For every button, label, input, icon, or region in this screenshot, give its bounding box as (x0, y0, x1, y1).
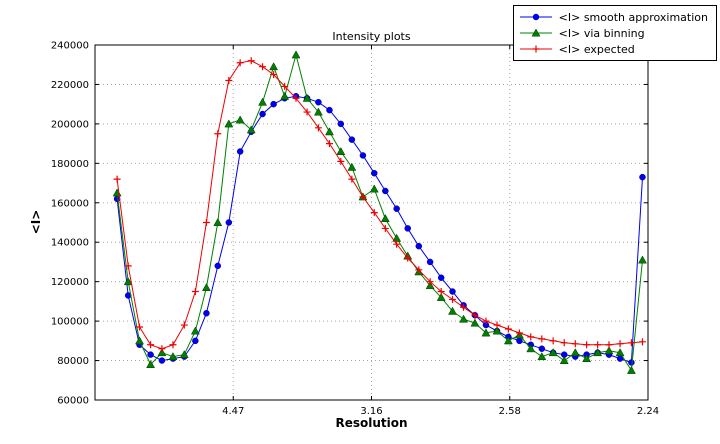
y-axis-label: <I> (29, 209, 43, 235)
y-tick-label: 200000 (51, 119, 89, 130)
y-tick-label: 220000 (51, 80, 89, 91)
series-markers-smooth (113, 93, 646, 366)
series-markers-expected (113, 57, 646, 353)
x-tick-label: 2.24 (637, 406, 659, 417)
y-tick-label: 60000 (57, 396, 89, 407)
legend-label: <I> expected (558, 42, 635, 56)
series-line-smooth (116, 95, 643, 364)
legend: <I> smooth approximation <I> via binning <… (512, 5, 717, 61)
x-tick-label: 2.58 (499, 406, 521, 417)
series-line-binning (116, 52, 643, 372)
legend-plus-icon (519, 45, 552, 53)
legend-triangle-icon (519, 28, 552, 37)
y-tick-label: 180000 (51, 159, 89, 170)
y-tick-label: 240000 (51, 41, 89, 52)
y-tick-label: 80000 (57, 356, 89, 367)
series-markers-binning (112, 50, 647, 374)
x-axis-label: Resolution (335, 416, 408, 430)
legend-entry-binning: <I> via binning (518, 25, 708, 41)
y-tick-label: 120000 (51, 277, 89, 288)
gridlines (95, 44, 649, 401)
plot-border (94, 44, 649, 401)
legend-circle-icon (519, 13, 552, 21)
tick-labels: 4.47 3.16 2.58 2.24 60000 80000 100000 120000 14… (51, 41, 659, 418)
y-tick-label: 160000 (51, 198, 89, 209)
y-tick-label: 140000 (51, 238, 89, 249)
tick-marks (95, 44, 649, 401)
legend-label: <I> smooth approximation (558, 10, 708, 24)
chart-title: Intensity plots (332, 30, 411, 43)
legend-entry-smooth: <I> smooth approximation (518, 9, 708, 25)
x-tick-label: 4.47 (222, 406, 244, 417)
legend-label: <I> via binning (558, 26, 645, 40)
legend-entry-expected: <I> expected (518, 41, 708, 57)
y-tick-label: 100000 (51, 317, 89, 328)
x-tick-label: 3.16 (360, 406, 382, 417)
